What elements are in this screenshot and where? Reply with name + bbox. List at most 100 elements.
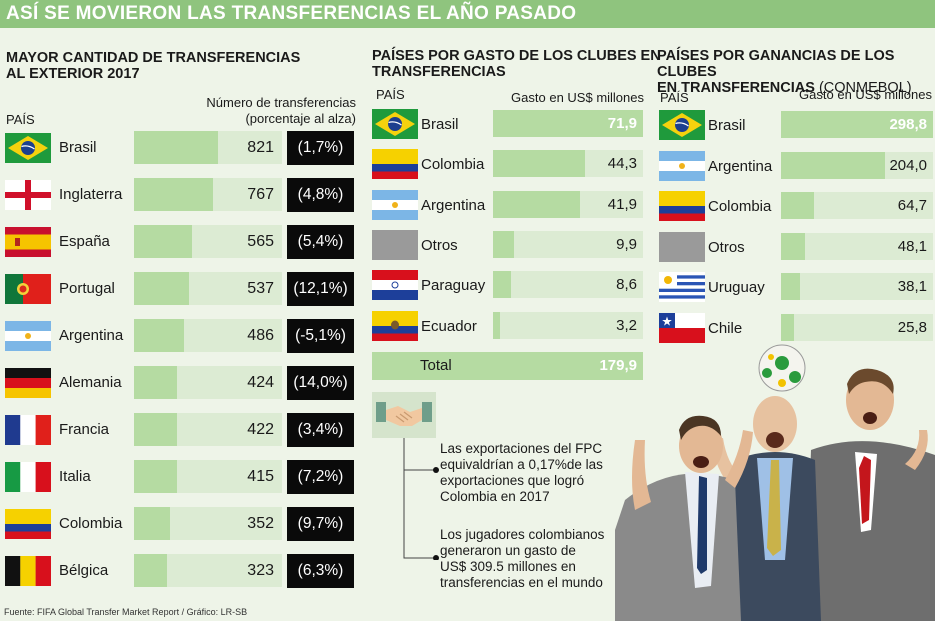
country-label: Otros bbox=[421, 236, 458, 254]
note-players-line: transferencias en el mundo bbox=[440, 575, 603, 590]
left-title-line2: AL EXTERIOR 2017 bbox=[6, 66, 140, 82]
bar-track bbox=[493, 311, 643, 339]
bar-value-label: 38,1 bbox=[897, 278, 927, 295]
middle-title-line1: PAÍSES POR GASTO DE LOS CLUBES EN bbox=[372, 48, 661, 64]
change-badge: (6,3%) bbox=[287, 554, 354, 588]
note-exports-line: equivaldrían a 0,17%de las bbox=[440, 457, 603, 472]
ecuador-flag-icon bbox=[372, 311, 418, 341]
bar-value-label: 9,9 bbox=[616, 235, 637, 253]
bar bbox=[493, 271, 511, 299]
change-badge: (1,7%) bbox=[287, 131, 354, 165]
country-label: Brasil bbox=[708, 117, 746, 134]
bar bbox=[493, 311, 500, 339]
note-exports: Las exportaciones del FPC equivaldrían a… bbox=[440, 441, 603, 505]
bar bbox=[781, 151, 885, 179]
change-badge: (9,7%) bbox=[287, 507, 354, 541]
uruguay-flag-icon bbox=[659, 272, 705, 302]
country-label: Inglaterra bbox=[59, 186, 123, 203]
bar-value-label: 25,8 bbox=[897, 318, 927, 336]
middle-title-line2: TRANSFERENCIAS bbox=[372, 64, 506, 80]
country-label: España bbox=[59, 233, 110, 250]
bar-track bbox=[781, 273, 933, 300]
note-players-spend: Los jugadores colombianos generaron un g… bbox=[440, 527, 604, 591]
bar bbox=[134, 460, 177, 493]
germany-flag-icon bbox=[5, 368, 51, 398]
country-label: Argentina bbox=[708, 157, 773, 175]
country-label: Bélgica bbox=[59, 562, 109, 579]
right-section-title: PAÍSES POR GANANCIAS DE LOS CLUBES EN TR… bbox=[657, 48, 935, 96]
note-players-line: Los jugadores colombianos bbox=[440, 527, 605, 542]
bar bbox=[134, 507, 170, 540]
change-badge: (14,0%) bbox=[287, 366, 354, 400]
country-label: Colombia bbox=[59, 515, 123, 532]
note-exports-line: Colombia en 2017 bbox=[440, 489, 550, 504]
bar bbox=[134, 131, 218, 164]
bar-value-label: 767 bbox=[247, 186, 274, 203]
belgium-flag-icon bbox=[5, 556, 51, 586]
country-label: Portugal bbox=[59, 280, 115, 297]
change-badge: (7,2%) bbox=[287, 460, 354, 494]
brazil-flag-icon bbox=[659, 110, 705, 140]
change-badge: (12,1%) bbox=[287, 272, 354, 306]
total-label: Total bbox=[420, 357, 452, 374]
bar-value-label: 352 bbox=[247, 515, 274, 532]
left-col-value-header: Número de transferencias (porcentaje al … bbox=[160, 95, 356, 127]
note-players-line: generaron un gasto de bbox=[440, 543, 576, 558]
note-connector bbox=[403, 438, 439, 560]
soccer-ball-icon bbox=[758, 344, 806, 392]
argentina-flag-icon bbox=[5, 321, 51, 351]
footer-source: Fuente: FIFA Global Transfer Market Repo… bbox=[4, 607, 248, 617]
bar bbox=[781, 313, 794, 341]
note-exports-line: Las exportaciones del FPC bbox=[440, 441, 603, 456]
bar-value-label: 424 bbox=[247, 374, 274, 391]
portugal-flag-icon bbox=[5, 274, 51, 304]
bar-value-label: 44,3 bbox=[607, 155, 637, 173]
bar-track bbox=[781, 313, 933, 341]
bar-value-label: 48,1 bbox=[897, 237, 927, 255]
chile-flag-icon bbox=[659, 313, 705, 343]
country-label: Argentina bbox=[59, 327, 124, 344]
change-badge: (-5,1%) bbox=[287, 319, 354, 353]
bar bbox=[134, 319, 184, 352]
france-flag-icon bbox=[5, 415, 51, 445]
left-title-line1: MAYOR CANTIDAD DE TRANSFERENCIAS bbox=[6, 50, 301, 66]
bar-value-label: 71,9 bbox=[607, 115, 637, 132]
bar bbox=[134, 554, 167, 587]
paraguay-flag-icon bbox=[372, 270, 418, 300]
colombia-flag-icon bbox=[372, 149, 418, 179]
bar bbox=[493, 230, 514, 258]
country-label: Colombia bbox=[708, 198, 772, 215]
bar-value-label: 3,2 bbox=[616, 316, 637, 334]
country-label: Uruguay bbox=[708, 279, 765, 296]
note-players-line: US$ 309.5 millones en bbox=[440, 559, 576, 574]
total-value: 179,9 bbox=[599, 357, 637, 374]
bar-value-label: 204,0 bbox=[889, 156, 927, 174]
brazil-flag-icon bbox=[372, 109, 418, 139]
bar-value-label: 64,7 bbox=[897, 197, 927, 214]
country-label: Italia bbox=[59, 468, 91, 485]
bar bbox=[134, 178, 213, 211]
bar-value-label: 8,6 bbox=[616, 276, 637, 294]
bar-track bbox=[493, 271, 643, 299]
bar bbox=[134, 413, 177, 446]
change-badge: (4,8%) bbox=[287, 178, 354, 212]
others-flag-icon bbox=[659, 232, 705, 262]
change-badge: (5,4%) bbox=[287, 225, 354, 259]
bar bbox=[493, 150, 585, 178]
country-label: Ecuador bbox=[421, 317, 477, 335]
country-label: Brasil bbox=[59, 139, 97, 156]
bar bbox=[134, 225, 192, 258]
argentina-flag-icon bbox=[659, 151, 705, 181]
bar-track bbox=[781, 232, 933, 260]
left-col-country-header: PAÍS bbox=[6, 112, 35, 127]
left-col-value-line2: (porcentaje al alza) bbox=[245, 111, 356, 126]
country-label: Francia bbox=[59, 421, 110, 438]
right-title-suffix: (CONMEBOL) bbox=[818, 80, 912, 96]
note-exports-line: exportaciones que logró bbox=[440, 473, 585, 488]
businessmen-illustration bbox=[615, 368, 935, 621]
others-flag-icon bbox=[372, 230, 418, 260]
argentina-flag-icon bbox=[372, 190, 418, 220]
page-title: ASÍ SE MOVIERON LAS TRANSFERENCIAS EL AÑ… bbox=[6, 3, 577, 24]
bar bbox=[781, 232, 805, 260]
bar-value-label: 41,9 bbox=[607, 195, 637, 213]
